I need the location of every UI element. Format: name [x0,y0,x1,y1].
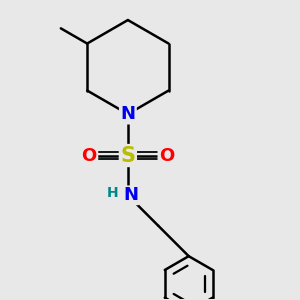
Text: N: N [123,186,138,204]
Text: H: H [106,186,118,200]
Text: O: O [82,146,97,164]
Text: N: N [120,105,135,123]
Text: O: O [159,146,174,164]
Text: S: S [120,146,135,166]
